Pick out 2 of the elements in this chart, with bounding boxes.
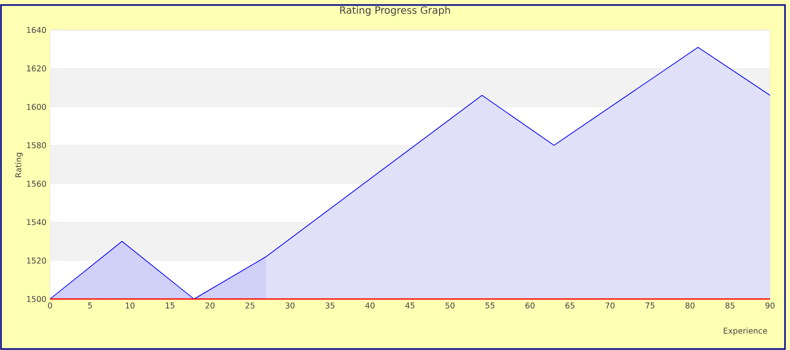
line-series — [50, 46, 770, 300]
chart-title: Rating Progress Graph — [340, 6, 450, 16]
